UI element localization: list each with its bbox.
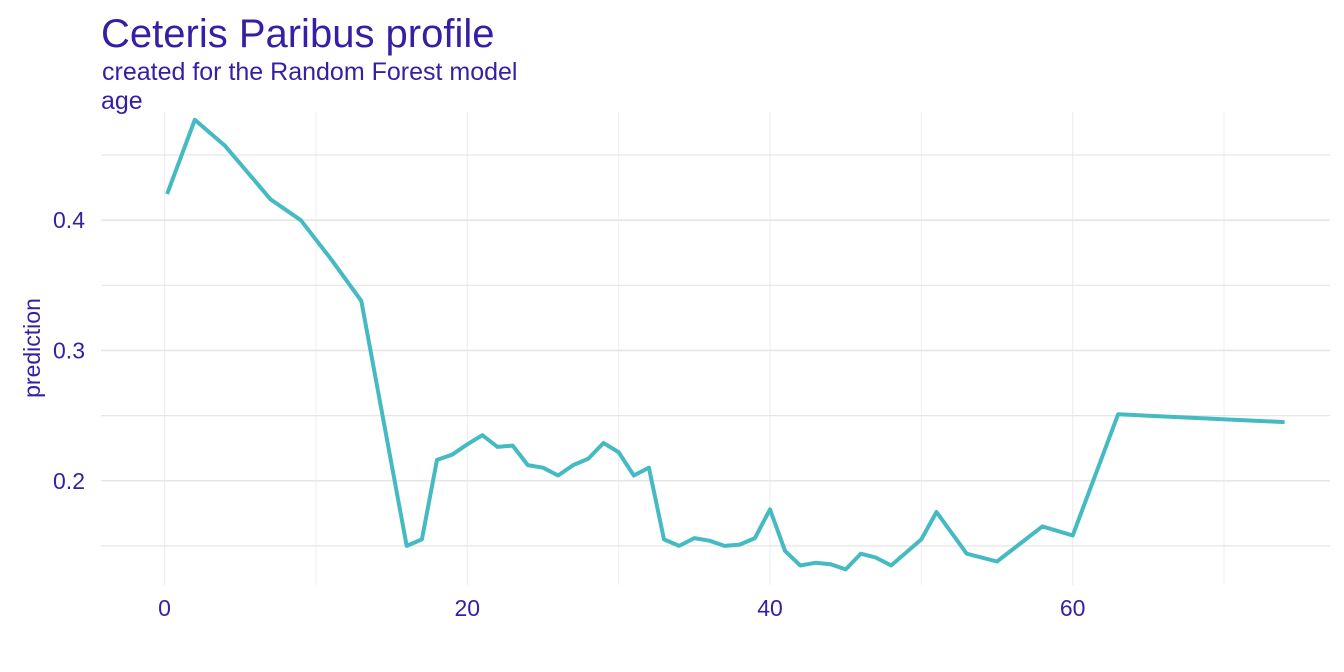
facet-label: age [101, 87, 143, 115]
x-tick-label: 0 [158, 595, 171, 621]
x-tick-label: 60 [1060, 595, 1086, 621]
x-tick-label: 40 [757, 595, 783, 621]
grid-lines [101, 112, 1330, 585]
y-axis-label: prediction [19, 298, 45, 398]
chart-subtitle: created for the Random Forest model [102, 58, 518, 86]
series-group [165, 117, 1285, 572]
chart-title: Ceteris Paribus profile [101, 12, 495, 56]
series-line [165, 117, 1285, 572]
y-tick-label: 0.4 [53, 207, 85, 233]
y-tick-label: 0.3 [53, 337, 85, 363]
x-axis-ticks: 0 20 40 60 [158, 595, 1085, 621]
x-tick-label: 20 [454, 595, 480, 621]
y-tick-label: 0.2 [53, 468, 85, 494]
y-axis-ticks: 0.2 0.3 0.4 [53, 207, 85, 494]
